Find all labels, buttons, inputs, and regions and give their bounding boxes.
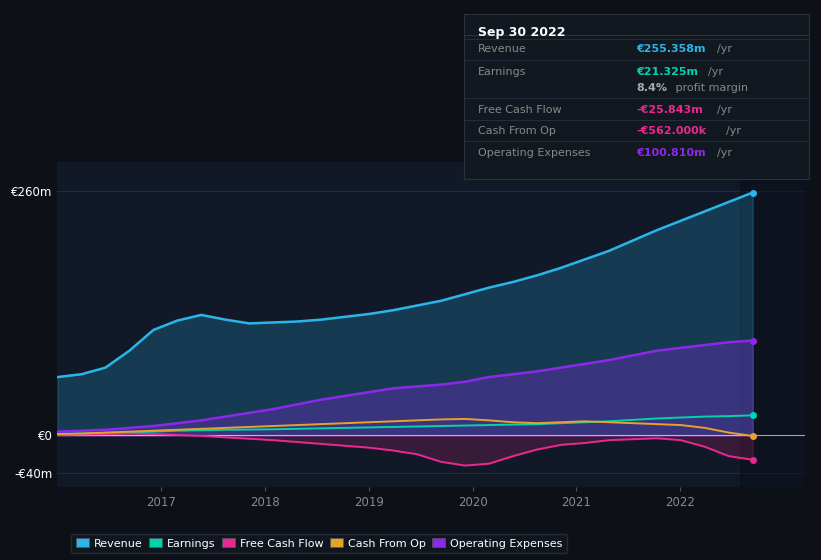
Text: €255.358m: €255.358m [636, 44, 706, 54]
Text: /yr: /yr [717, 105, 732, 115]
Text: /yr: /yr [717, 44, 732, 54]
Text: Sep 30 2022: Sep 30 2022 [478, 26, 565, 39]
Text: Free Cash Flow: Free Cash Flow [478, 105, 562, 115]
Text: 8.4%: 8.4% [636, 83, 667, 94]
Text: €21.325m: €21.325m [636, 67, 699, 77]
Text: -€25.843m: -€25.843m [636, 105, 703, 115]
Bar [741, 162, 805, 487]
Text: /yr: /yr [708, 67, 723, 77]
Text: Revenue: Revenue [478, 44, 526, 54]
Text: Cash From Op: Cash From Op [478, 127, 556, 136]
Text: profit margin: profit margin [672, 83, 748, 94]
Text: €100.810m: €100.810m [636, 148, 706, 158]
Text: -€562.000k: -€562.000k [636, 127, 706, 136]
Legend: Revenue, Earnings, Free Cash Flow, Cash From Op, Operating Expenses: Revenue, Earnings, Free Cash Flow, Cash … [71, 534, 566, 553]
Text: Operating Expenses: Operating Expenses [478, 148, 590, 158]
Text: /yr: /yr [717, 148, 732, 158]
Text: /yr: /yr [726, 127, 741, 136]
Text: Earnings: Earnings [478, 67, 526, 77]
